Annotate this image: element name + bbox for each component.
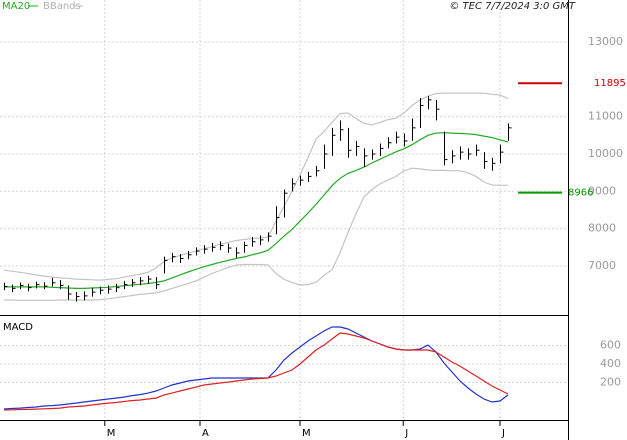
x-tick-label: J xyxy=(501,428,505,439)
x-tick-label: J xyxy=(404,428,408,439)
panel-title: MACD xyxy=(3,322,33,333)
series-lower-line xyxy=(4,167,508,301)
series-line xyxy=(3,92,509,281)
y-tick-label: 200 xyxy=(600,376,621,389)
y-tick-label: 10000 xyxy=(588,147,623,160)
y-tick-label: 11000 xyxy=(588,110,623,123)
y-tick-label: 400 xyxy=(600,357,621,370)
level-label: 8966 xyxy=(568,188,593,199)
y-tick-label: 7000 xyxy=(588,259,616,272)
y-tick-label: 600 xyxy=(600,339,621,352)
legend-label: MA20 xyxy=(2,1,30,12)
x-tick-label: M xyxy=(302,428,311,439)
series-line xyxy=(3,326,509,410)
x-tick-label: M xyxy=(107,428,116,439)
series-line xyxy=(4,132,509,289)
mark-layer xyxy=(3,82,562,411)
x-tick-label: A xyxy=(202,428,209,439)
series-line xyxy=(3,332,509,411)
y-tick-label: 13000 xyxy=(588,35,623,48)
y-tick-label: 9000 xyxy=(588,184,616,197)
source-note: © TEC 7/7/2024 3:0 GMT xyxy=(449,1,576,12)
y-tick-label: 8000 xyxy=(588,222,616,235)
legend-label: BBands xyxy=(43,1,81,12)
level-label: 11895 xyxy=(594,78,626,89)
